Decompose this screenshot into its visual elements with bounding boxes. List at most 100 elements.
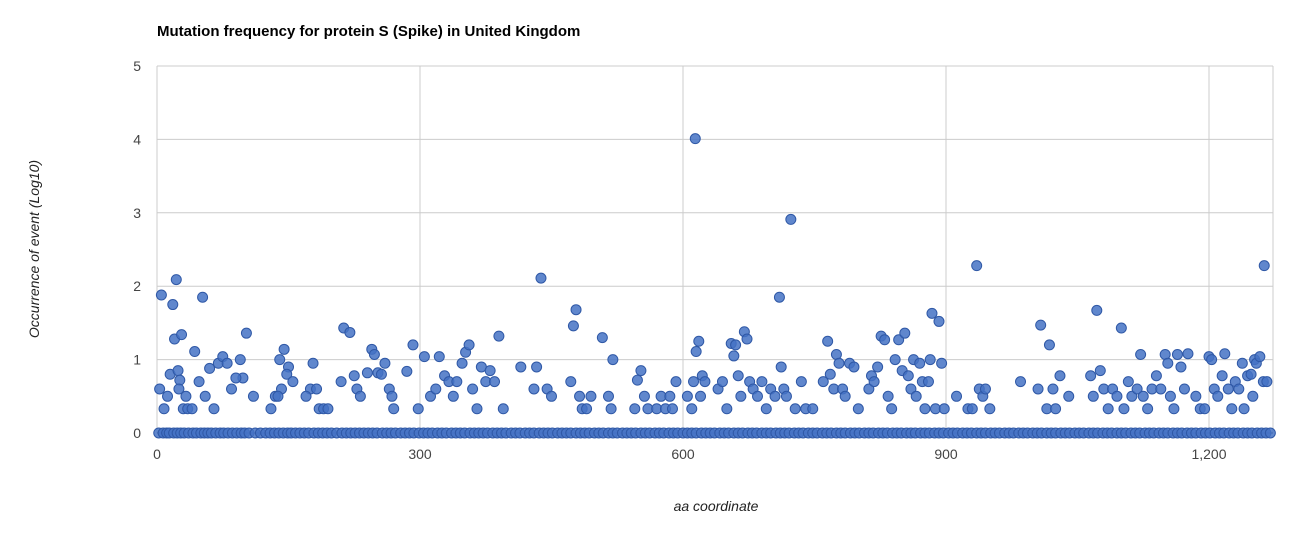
data-point [162, 390, 174, 402]
data-point [265, 403, 277, 415]
data-point [1178, 383, 1190, 395]
data-point [879, 334, 891, 346]
data-point [817, 376, 829, 388]
data-point [914, 357, 926, 369]
data-point [379, 357, 391, 369]
data-point [1258, 260, 1270, 272]
x-tick-label: 1,200 [1191, 446, 1226, 462]
data-point [451, 376, 463, 388]
data-point [1043, 339, 1055, 351]
data-point [1219, 348, 1231, 360]
gridlines [156, 65, 1274, 433]
data-point [1102, 403, 1114, 415]
data-point [741, 333, 753, 345]
data-point [769, 390, 781, 402]
data-point [1050, 403, 1062, 415]
data-point [278, 343, 290, 355]
data-point [1175, 361, 1187, 373]
data-point [407, 339, 419, 351]
data-point [664, 390, 676, 402]
data-point [938, 403, 950, 415]
data-point [567, 320, 579, 332]
data-point [418, 351, 430, 363]
data-point [570, 304, 582, 316]
data-point [1206, 354, 1218, 366]
data-point [631, 374, 643, 386]
data-point [401, 365, 413, 377]
data-point [1233, 383, 1245, 395]
data-point [785, 213, 797, 225]
data-point [1162, 357, 1174, 369]
data-point [240, 327, 252, 339]
data-point [456, 357, 468, 369]
data-point [688, 376, 700, 388]
data-point [1115, 322, 1127, 334]
data-point [971, 260, 983, 272]
y-tick-label: 5 [133, 58, 141, 74]
data-point [1171, 348, 1183, 360]
data-point [882, 390, 894, 402]
data-point [361, 367, 373, 379]
data-point [951, 390, 963, 402]
chart-title: Mutation frequency for protein S (Spike)… [157, 23, 580, 40]
data-point [924, 354, 936, 366]
data-point [919, 403, 931, 415]
x-tick-label: 900 [934, 446, 958, 462]
data-point [447, 390, 459, 402]
data-point [173, 383, 185, 395]
data-point [204, 362, 216, 374]
data-point [386, 390, 398, 402]
data-point [1155, 383, 1167, 395]
data-point [272, 390, 284, 402]
y-tick-label: 1 [133, 352, 141, 368]
data-point [775, 361, 787, 373]
data-point [716, 376, 728, 388]
data-point [681, 390, 693, 402]
data-point [905, 383, 917, 395]
data-point [607, 354, 619, 366]
data-point [1091, 304, 1103, 316]
data-point [226, 383, 238, 395]
data-point [1150, 370, 1162, 382]
data-point [979, 383, 991, 395]
data-point [484, 365, 496, 377]
data-point [368, 348, 380, 360]
data-point [852, 403, 864, 415]
data-point [348, 370, 360, 382]
data-point [565, 376, 577, 388]
data-point [699, 376, 711, 388]
data-point [1142, 403, 1154, 415]
data-point [899, 327, 911, 339]
x-axis-ticks: 0 300 600 900 1,200 [153, 446, 1227, 462]
data-point [208, 403, 220, 415]
data-point [1190, 390, 1202, 402]
data-point [354, 390, 366, 402]
data-point [629, 403, 641, 415]
data-point [863, 383, 875, 395]
data-point [635, 365, 647, 377]
data-point [515, 361, 527, 373]
data-point [872, 361, 884, 373]
data-point [822, 335, 834, 347]
data-point [735, 390, 747, 402]
data-point [732, 370, 744, 382]
data-point [412, 403, 424, 415]
y-tick-label: 3 [133, 205, 141, 221]
data-point [335, 376, 347, 388]
data-point [689, 133, 701, 145]
data-point [581, 403, 593, 415]
data-point [528, 383, 540, 395]
data-point [789, 403, 801, 415]
data-point [922, 376, 934, 388]
data-point [933, 315, 945, 327]
data-point [1087, 390, 1099, 402]
data-point [605, 403, 617, 415]
data-point [1032, 383, 1044, 395]
data-point [1137, 390, 1149, 402]
data-point [1222, 383, 1234, 395]
data-point [721, 403, 733, 415]
data-point [1164, 390, 1176, 402]
data-point [199, 390, 211, 402]
data-point [1094, 365, 1106, 377]
